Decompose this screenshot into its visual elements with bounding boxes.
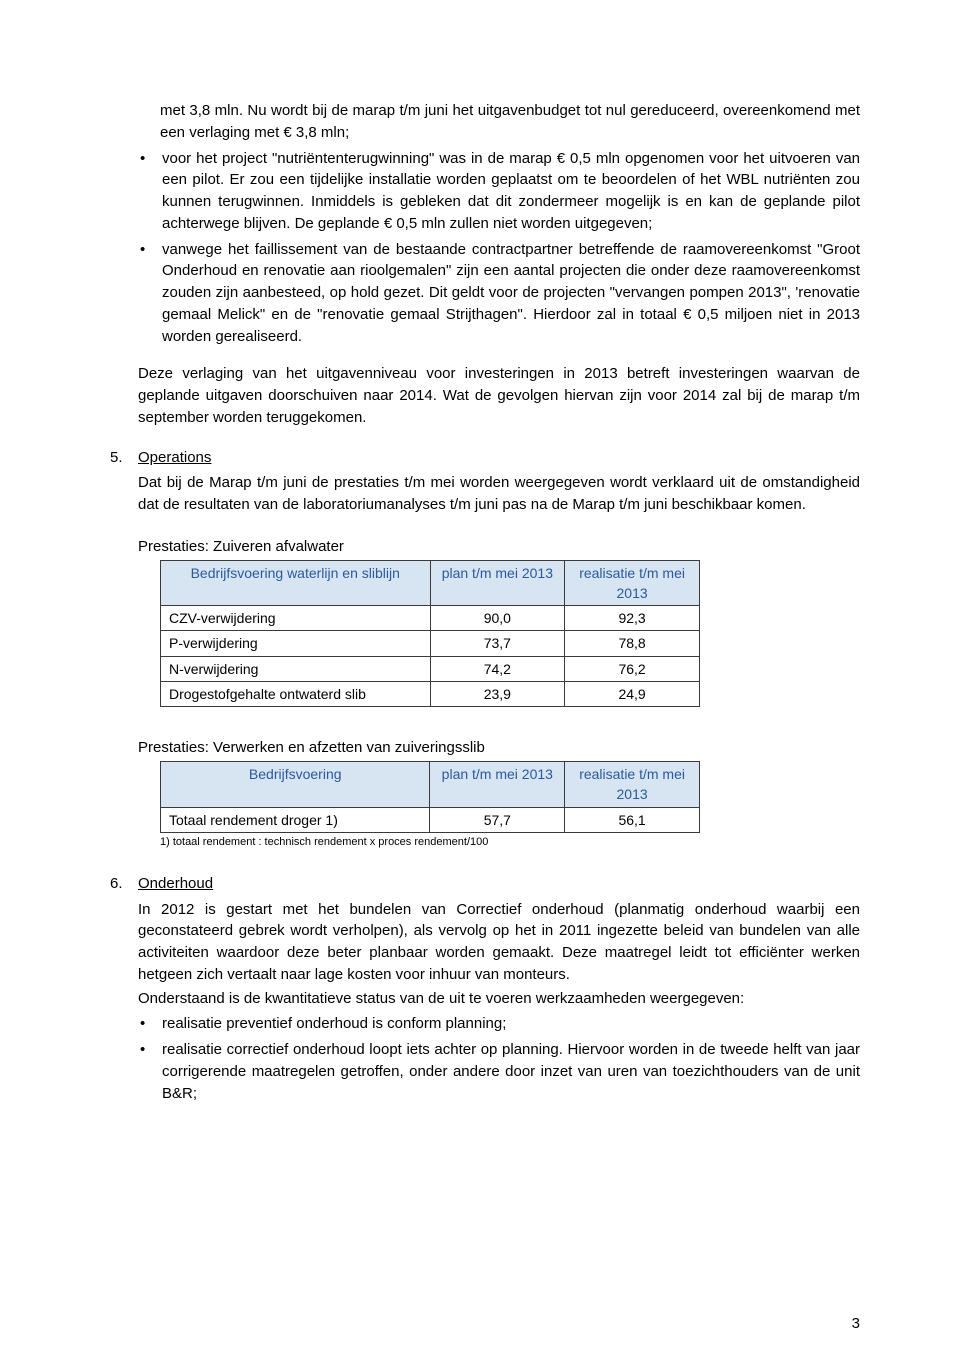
- section-5-title: Operations: [138, 447, 211, 469]
- table2-r0-real: 56,1: [565, 807, 700, 832]
- table-row: Drogestofgehalte ontwaterd slib 23,9 24,…: [161, 681, 700, 706]
- table1-r0-real: 92,3: [565, 606, 700, 631]
- post-bullets-text: Deze verlaging van het uitgavenniveau vo…: [138, 363, 860, 428]
- bullets-a: voor het project "nutriëntenterugwinning…: [138, 148, 860, 348]
- table1-r1-label: P-verwijdering: [161, 631, 431, 656]
- table1-r1-real: 78,8: [565, 631, 700, 656]
- table2: Bedrijfsvoering plan t/m mei 2013 realis…: [160, 761, 700, 833]
- table1-header-right: realisatie t/m mei 2013: [565, 560, 700, 606]
- bullet-item: voor het project "nutriëntenterugwinning…: [138, 148, 860, 235]
- table1-r0-label: CZV-verwijdering: [161, 606, 431, 631]
- table1-r2-label: N-verwijdering: [161, 656, 431, 681]
- table2-body: Totaal rendement droger 1) 57,7 56,1: [161, 807, 700, 832]
- table2-r0-plan: 57,7: [430, 807, 565, 832]
- table2-r0-label: Totaal rendement droger 1): [161, 807, 430, 832]
- table1-body: CZV-verwijdering 90,0 92,3 P-verwijderin…: [161, 606, 700, 707]
- table2-caption: Prestaties: Verwerken en afzetten van zu…: [138, 737, 860, 759]
- section-6-bullets: realisatie preventief onderhoud is confo…: [138, 1013, 860, 1104]
- table2-header-left: Bedrijfsvoering: [161, 762, 430, 808]
- section-6-text2: Onderstaand is de kwantitatieve status v…: [138, 988, 860, 1010]
- bullet-item: realisatie correctief onderhoud loopt ie…: [138, 1039, 860, 1104]
- intro-continued: met 3,8 mln. Nu wordt bij de marap t/m j…: [160, 100, 860, 144]
- section-5-header: 5. Operations: [110, 447, 860, 469]
- table2-header-right: realisatie t/m mei 2013: [565, 762, 700, 808]
- table1-r0-plan: 90,0: [430, 606, 565, 631]
- table2-header-row: Bedrijfsvoering plan t/m mei 2013 realis…: [161, 762, 700, 808]
- table1-r2-real: 76,2: [565, 656, 700, 681]
- section-6-text1: In 2012 is gestart met het bundelen van …: [138, 899, 860, 986]
- section-6-header: 6. Onderhoud: [110, 873, 860, 895]
- table1-r3-real: 24,9: [565, 681, 700, 706]
- section-6-number: 6.: [110, 873, 138, 895]
- page: met 3,8 mln. Nu wordt bij de marap t/m j…: [0, 0, 960, 1367]
- table-row: Totaal rendement droger 1) 57,7 56,1: [161, 807, 700, 832]
- bullet-item: realisatie preventief onderhoud is confo…: [138, 1013, 860, 1035]
- table1-header-mid: plan t/m mei 2013: [430, 560, 565, 606]
- section-6-body: In 2012 is gestart met het bundelen van …: [138, 899, 860, 1105]
- section-5-text: Dat bij de Marap t/m juni de prestaties …: [138, 472, 860, 516]
- table1: Bedrijfsvoering waterlijn en sliblijn pl…: [160, 560, 700, 708]
- table1-r1-plan: 73,7: [430, 631, 565, 656]
- table1-r2-plan: 74,2: [430, 656, 565, 681]
- table1-r3-label: Drogestofgehalte ontwaterd slib: [161, 681, 431, 706]
- table-row: N-verwijdering 74,2 76,2: [161, 656, 700, 681]
- table1-caption: Prestaties: Zuiveren afvalwater: [138, 536, 860, 558]
- section-6-title: Onderhoud: [138, 873, 213, 895]
- intro-continued-text: met 3,8 mln. Nu wordt bij de marap t/m j…: [160, 100, 860, 144]
- section-5-body: Dat bij de Marap t/m juni de prestaties …: [138, 472, 860, 516]
- table2-header-mid: plan t/m mei 2013: [430, 762, 565, 808]
- post-bullets-para: Deze verlaging van het uitgavenniveau vo…: [138, 363, 860, 428]
- bullet-item: vanwege het faillissement van de bestaan…: [138, 239, 860, 348]
- section-5-number: 5.: [110, 447, 138, 469]
- table-row: CZV-verwijdering 90,0 92,3: [161, 606, 700, 631]
- table-row: P-verwijdering 73,7 78,8: [161, 631, 700, 656]
- table1-header-row: Bedrijfsvoering waterlijn en sliblijn pl…: [161, 560, 700, 606]
- table1-r3-plan: 23,9: [430, 681, 565, 706]
- table1-header-left: Bedrijfsvoering waterlijn en sliblijn: [161, 560, 431, 606]
- page-number: 3: [852, 1313, 860, 1335]
- table2-footnote: 1) totaal rendement : technisch rendemen…: [160, 835, 860, 851]
